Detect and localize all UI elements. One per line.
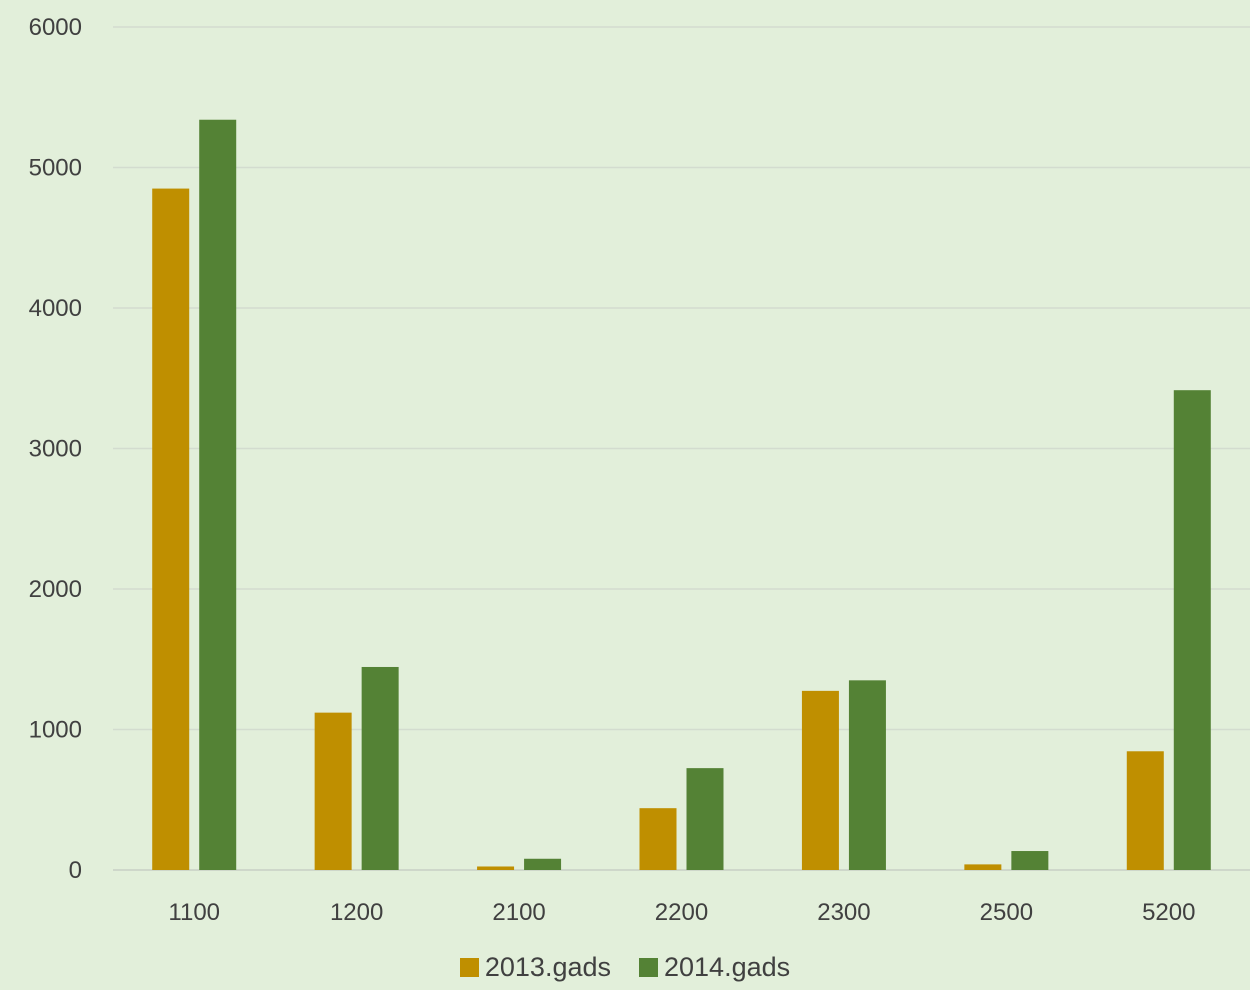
x-tick-label: 1200 — [330, 899, 383, 926]
y-tick-label: 3000 — [29, 436, 82, 463]
y-tick-label: 1000 — [29, 717, 82, 744]
bar-2300-2014.gads — [848, 680, 886, 870]
legend-swatch-2013 — [459, 958, 479, 977]
bar-2200-2013.gads — [639, 808, 677, 870]
x-tick-label: 2300 — [817, 899, 870, 926]
bar-1100-2014.gads — [199, 119, 237, 871]
y-tick-label: 5000 — [29, 155, 82, 182]
bar-2100-2014.gads — [524, 858, 562, 870]
legend-item-2014: 2014.gads — [639, 952, 790, 983]
bar-1100-2013.gads — [152, 188, 190, 870]
bar-2300-2013.gads — [801, 690, 839, 870]
bar-5200-2013.gads — [1126, 751, 1164, 870]
bars — [152, 119, 1211, 871]
legend-label-2014: 2014.gads — [664, 952, 791, 982]
bar-2500-2014.gads — [1011, 851, 1049, 870]
bar-5200-2014.gads — [1173, 390, 1211, 870]
y-tick-label: 6000 — [29, 14, 82, 41]
x-tick-label: 2200 — [655, 899, 708, 926]
bar-2100-2013.gads — [477, 866, 515, 870]
x-tick-label: 2100 — [492, 899, 545, 926]
y-tick-label: 2000 — [29, 576, 82, 603]
bar-1200-2014.gads — [361, 666, 399, 870]
legend-item-2013: 2013.gads — [459, 952, 611, 983]
bar-2200-2014.gads — [686, 768, 724, 870]
x-tick-label: 2500 — [980, 899, 1033, 926]
y-tick-label: 4000 — [29, 295, 82, 322]
x-tick-label: 5200 — [1142, 899, 1195, 926]
legend-swatch-2014 — [639, 958, 658, 977]
x-tick-label: 1100 — [168, 899, 220, 926]
y-tick-label: 0 — [69, 857, 82, 884]
y-axis: 0 1000 2000 3000 4000 5000 6000 — [29, 14, 82, 884]
bar-2500-2013.gads — [964, 864, 1002, 870]
x-axis: 1100 1200 2100 2200 2300 2500 5200 — [168, 899, 1195, 926]
legend: 2013.gads 2014.gads — [0, 952, 1250, 983]
bar-1200-2013.gads — [314, 712, 352, 870]
gridlines — [113, 26, 1250, 871]
legend-label-2013: 2013.gads — [484, 952, 611, 982]
